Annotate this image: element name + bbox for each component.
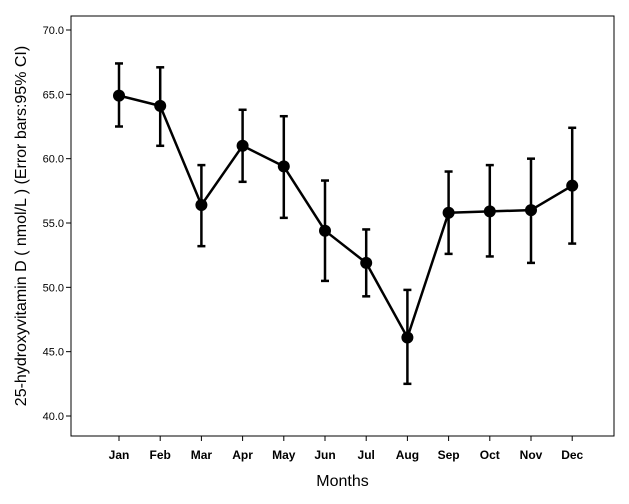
- x-tick-label: Nov: [520, 448, 543, 462]
- x-tick-label: Dec: [561, 448, 583, 462]
- data-point: [277, 160, 290, 173]
- data-point: [442, 206, 455, 219]
- x-tick-label: Jan: [109, 448, 130, 462]
- data-point: [401, 331, 414, 344]
- x-tick-label: Aug: [396, 448, 419, 462]
- y-tick-label: 65.0: [43, 89, 64, 101]
- data-point: [195, 198, 208, 211]
- y-axis-title: 25-hydroxyvitamin D ( nmol/L ) (Error ba…: [13, 46, 30, 406]
- y-tick-label: 70.0: [43, 25, 64, 37]
- series-line: [118, 94, 573, 339]
- x-tick-label: Jun: [314, 448, 335, 462]
- plot-area-frame: [70, 15, 615, 437]
- data-point: [236, 139, 249, 152]
- y-tick-label: 45.0: [43, 347, 64, 359]
- data-point: [566, 179, 579, 192]
- data-point: [525, 204, 537, 217]
- data-point: [483, 205, 496, 218]
- x-tick-label: Mar: [191, 448, 213, 462]
- y-tick-label: 40.0: [43, 411, 64, 423]
- x-axis-title: Months: [316, 473, 368, 490]
- x-tick-label: Oct: [480, 448, 500, 462]
- x-tick-label: Feb: [150, 448, 171, 462]
- x-tick-label: Sep: [438, 448, 460, 462]
- data-point: [319, 224, 331, 237]
- y-tick-label: 50.0: [43, 282, 64, 294]
- x-tick-label: Apr: [232, 448, 253, 462]
- x-tick-label: May: [272, 448, 296, 462]
- y-tick-label: 55.0: [43, 218, 64, 230]
- data-point: [113, 89, 125, 102]
- y-tick-label: 60.0: [43, 154, 64, 166]
- data-point: [360, 256, 373, 269]
- x-tick-label: Jul: [358, 448, 375, 462]
- data-point: [154, 99, 167, 112]
